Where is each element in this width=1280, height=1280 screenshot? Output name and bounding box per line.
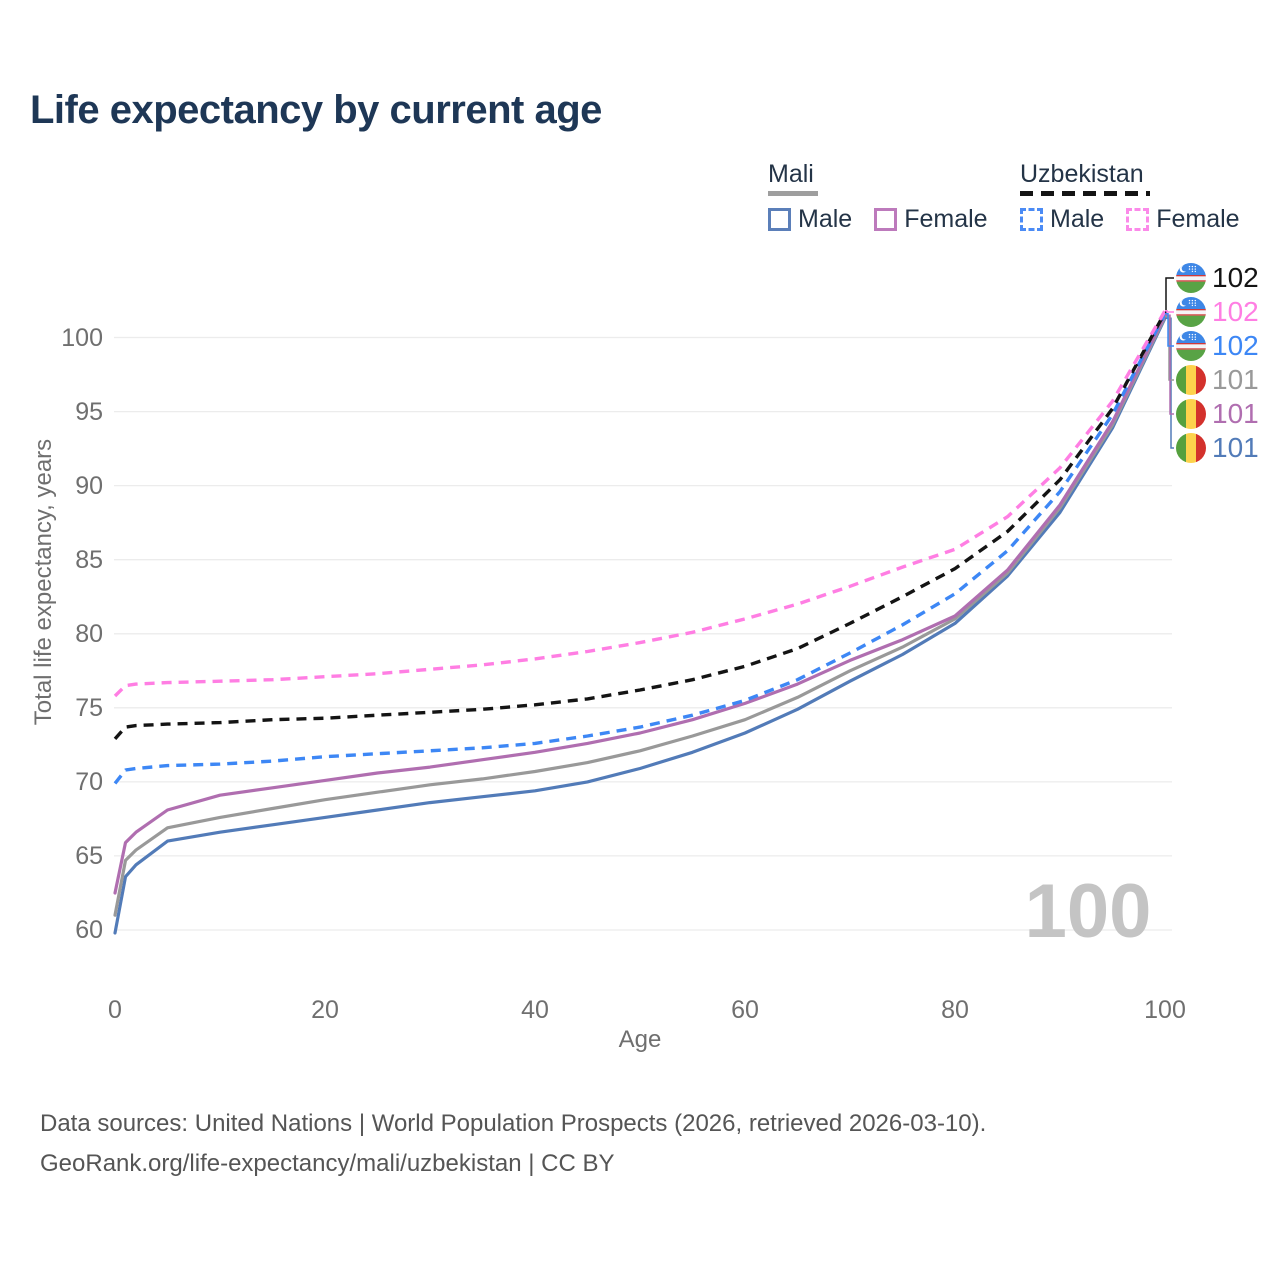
- y-tick-65: 65: [75, 841, 103, 870]
- legend-item-mali-male: Male: [768, 205, 852, 234]
- legend-group-uzbekistan: Uzbekistan Male Female: [1020, 160, 1240, 234]
- mali-flag-icon: [1176, 399, 1206, 429]
- series-line-uzbekistan-female: [113, 309, 1167, 698]
- series-line-mali-male: [113, 316, 1167, 935]
- legend-item-mali-female: Female: [874, 205, 988, 234]
- legend-country-mali: Mali: [768, 160, 814, 188]
- x-tick-80: 80: [941, 996, 969, 1024]
- y-tick-100: 100: [61, 323, 103, 352]
- end-value-mali-both-sexes: 101: [1212, 364, 1259, 395]
- label-connector: [1165, 313, 1174, 347]
- x-tick-20: 20: [311, 996, 339, 1024]
- label-connector: [1165, 277, 1174, 314]
- legend-item-uzbekistan-male: Male: [1020, 205, 1104, 234]
- footer: Data sources: United Nations | World Pop…: [40, 1104, 986, 1184]
- data-sources-line: Data sources: United Nations | World Pop…: [40, 1110, 987, 1137]
- age-counter-watermark: 100: [1024, 869, 1152, 954]
- x-tick-0: 0: [108, 996, 122, 1024]
- x-axis-title: Age: [618, 1026, 662, 1053]
- legend-label: Female: [1156, 205, 1240, 233]
- y-axis-title: Total life expectancy, years: [30, 438, 57, 726]
- y-tick-90: 90: [75, 471, 103, 500]
- uzbekistan-female-swatch: [1126, 208, 1150, 231]
- uzbekistan-male-swatch: [1020, 208, 1043, 231]
- legend-item-uzbekistan-female: Female: [1126, 205, 1240, 234]
- legend-group-mali: Mali Male Female: [768, 160, 988, 234]
- attribution-line: GeoRank.org/life-expectancy/mali/uzbekis…: [40, 1150, 615, 1177]
- label-connector: [1165, 310, 1174, 313]
- series-line-mali-both-sexes: [113, 315, 1167, 917]
- legend-label: Male: [798, 205, 853, 233]
- end-value-mali-male: 101: [1212, 432, 1259, 463]
- label-connector: [1165, 316, 1174, 381]
- end-value-uzbekistan-both-sexes: 102: [1212, 262, 1259, 293]
- series-line-uzbekistan-both-sexes: [113, 311, 1167, 741]
- uzbekistan-flag-icon: [1176, 297, 1206, 327]
- y-tick-80: 80: [75, 619, 103, 648]
- uzbekistan-flag-icon: [1176, 331, 1206, 361]
- legend-label: Male: [1050, 205, 1105, 233]
- x-tick-100: 100: [1144, 996, 1186, 1024]
- legend-country-uzbekistan: Uzbekistan: [1020, 160, 1144, 188]
- uzbekistan-flag-icon: [1176, 263, 1206, 293]
- end-value-uzbekistan-female: 102: [1212, 296, 1259, 327]
- x-tick-60: 60: [731, 996, 759, 1024]
- x-tick-40: 40: [521, 996, 549, 1024]
- series-line-mali-female: [113, 313, 1167, 895]
- page-title: Life expectancy by current age: [30, 88, 602, 132]
- legend-line-swatch-uzbekistan: [1020, 191, 1150, 196]
- y-tick-85: 85: [75, 545, 103, 574]
- y-tick-75: 75: [75, 693, 103, 722]
- label-connector: [1165, 314, 1174, 415]
- legend-label: Female: [904, 205, 988, 233]
- y-tick-95: 95: [75, 397, 103, 426]
- mali-flag-icon: [1176, 433, 1206, 463]
- mali-flag-icon: [1176, 365, 1206, 395]
- series-line-uzbekistan-male: [113, 313, 1167, 785]
- y-tick-70: 70: [75, 767, 103, 796]
- legend-line-swatch-mali: [768, 191, 818, 196]
- end-value-mali-female: 101: [1212, 398, 1259, 429]
- end-value-uzbekistan-male: 102: [1212, 330, 1259, 361]
- mali-male-swatch: [768, 208, 791, 231]
- y-tick-60: 60: [75, 916, 103, 944]
- mali-female-swatch: [874, 208, 898, 231]
